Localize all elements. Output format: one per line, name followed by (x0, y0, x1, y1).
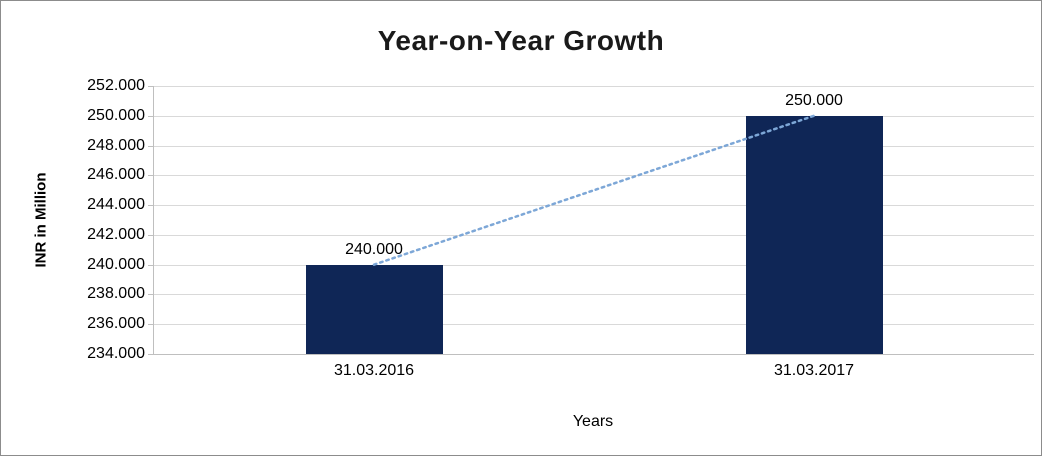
y-tick-label: 246.000 (87, 166, 145, 184)
gridline (154, 175, 1034, 177)
gridline (154, 145, 1034, 147)
y-axis-tick-labels: 252.000 250.000 248.000 246.000 244.000 242.0… (1, 77, 145, 362)
y-tick-label: 252.000 (87, 77, 145, 94)
y-tick-label: 240.000 (87, 255, 145, 273)
gridline (154, 324, 1034, 326)
x-axis-title: Years (572, 413, 614, 430)
gridline (154, 86, 1034, 87)
y-axis-tick (148, 175, 154, 177)
trendline (372, 114, 816, 266)
y-axis-tick (148, 205, 154, 207)
y-axis-tick (148, 324, 154, 326)
gridline (154, 264, 1034, 266)
y-axis-tick (148, 115, 154, 117)
y-tick-label: 248.000 (87, 136, 145, 154)
gridline (154, 115, 1034, 117)
y-axis-tick (148, 264, 154, 266)
data-label: 240.000 (345, 240, 403, 258)
y-tick-label: 238.000 (87, 285, 145, 303)
y-axis-tick (148, 234, 154, 236)
bar-31.03.2016 (305, 264, 443, 354)
bar-31.03.2017 (745, 115, 883, 354)
x-axis-line (154, 354, 1034, 355)
y-axis-tick (148, 294, 154, 296)
plot-area: 240.000 31.03.2016 250.000 31.03.2017 (148, 86, 1034, 379)
y-axis-tick (148, 86, 154, 87)
y-tick-label: 234.000 (87, 345, 145, 362)
y-tick-label: 244.000 (87, 196, 145, 214)
gridline (154, 205, 1034, 207)
x-category-label: 31.03.2016 (333, 362, 415, 379)
y-tick-label: 236.000 (87, 315, 145, 333)
data-label: 250.000 (785, 91, 843, 109)
x-category-label: 31.03.2017 (773, 362, 855, 379)
y-axis-tick (148, 145, 154, 147)
y-tick-label: 242.000 (87, 225, 145, 243)
gridline (154, 294, 1034, 296)
y-axis-tick (148, 354, 154, 355)
y-tick-label: 250.000 (87, 106, 145, 124)
chart-title: Year-on-Year Growth (377, 25, 665, 56)
gridline (154, 234, 1034, 236)
